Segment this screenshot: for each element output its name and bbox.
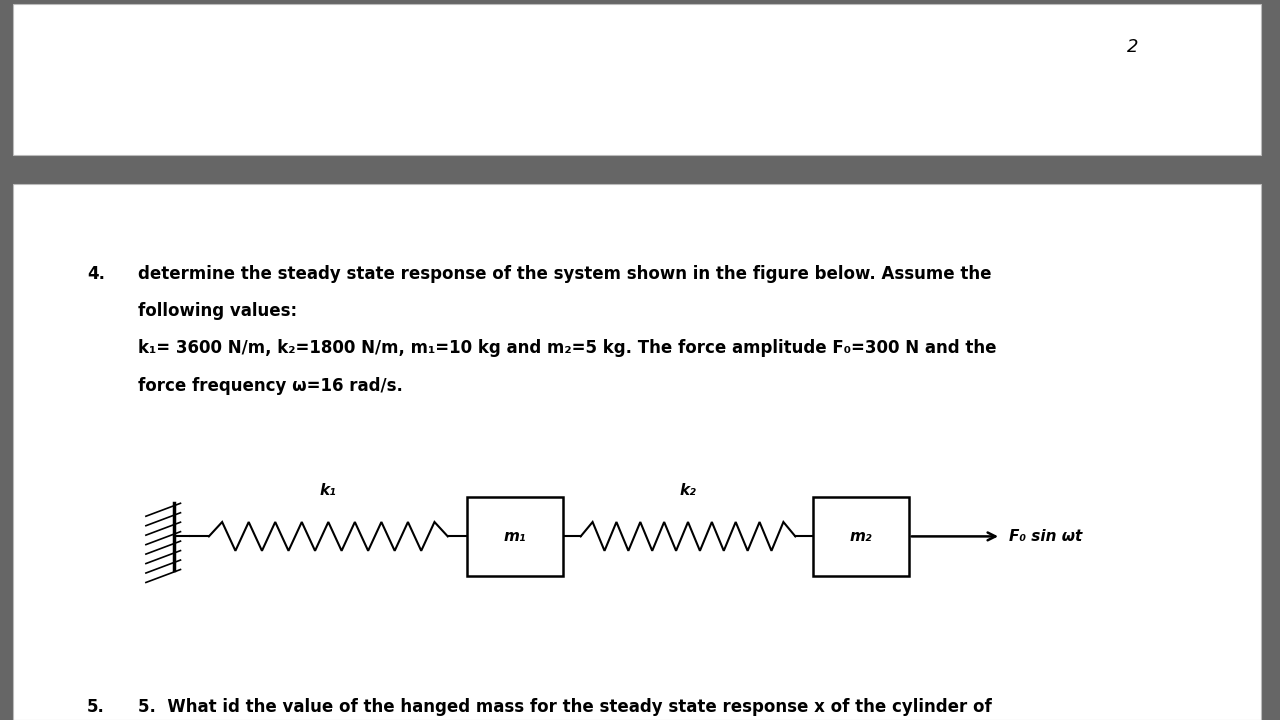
Text: following values:: following values: bbox=[138, 302, 297, 320]
Bar bbox=[13, 184, 1261, 720]
Text: 4.: 4. bbox=[87, 265, 105, 282]
Text: m₂: m₂ bbox=[850, 529, 872, 544]
Text: force frequency ω=16 rad/s.: force frequency ω=16 rad/s. bbox=[138, 377, 403, 395]
Text: determine the steady state response of the system shown in the figure below. Ass: determine the steady state response of t… bbox=[138, 265, 992, 282]
Text: 2: 2 bbox=[1128, 37, 1138, 55]
Bar bbox=[813, 497, 909, 576]
Text: 5.  What id the value of the hanged mass for the steady state response x of the : 5. What id the value of the hanged mass … bbox=[138, 698, 992, 716]
Text: F₀ sin ωt: F₀ sin ωt bbox=[1009, 529, 1082, 544]
Bar bbox=[13, 4, 1261, 155]
Text: 5.: 5. bbox=[87, 698, 105, 716]
Bar bbox=[467, 497, 563, 576]
Text: k₂: k₂ bbox=[680, 483, 696, 498]
Text: k₁: k₁ bbox=[320, 483, 337, 498]
Text: k₁= 3600 N/m, k₂=1800 N/m, m₁=10 kg and m₂=5 kg. The force amplitude F₀=300 N an: k₁= 3600 N/m, k₂=1800 N/m, m₁=10 kg and … bbox=[138, 340, 997, 358]
Text: m₁: m₁ bbox=[504, 529, 526, 544]
